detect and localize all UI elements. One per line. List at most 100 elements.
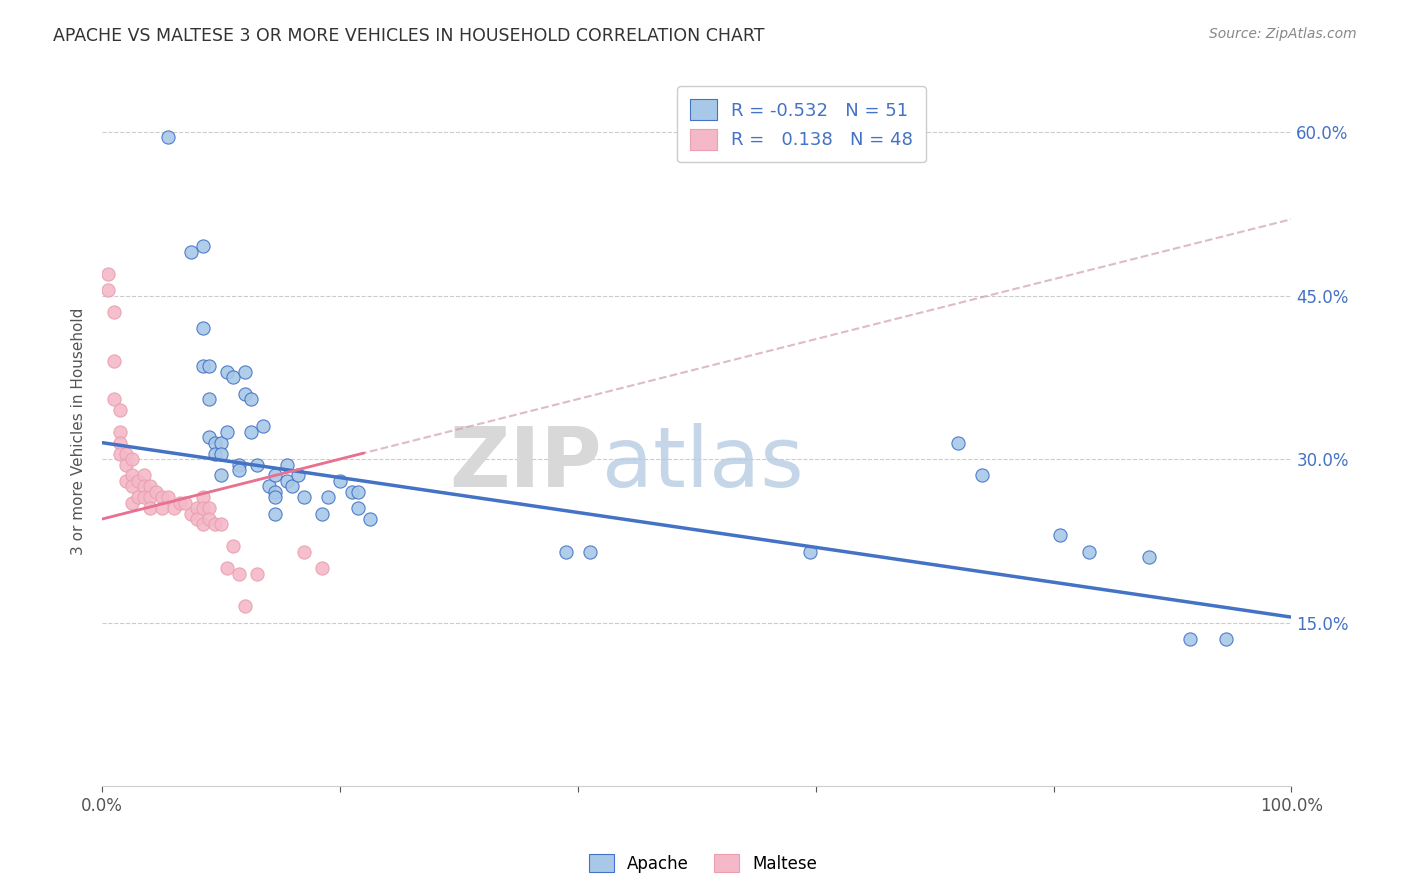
- Point: [252, 419, 274, 434]
- Point: [217, 561, 239, 575]
- Point: [186, 512, 208, 526]
- Point: [1137, 550, 1160, 565]
- Point: [287, 468, 309, 483]
- Point: [340, 484, 363, 499]
- Point: [180, 244, 202, 259]
- Text: APACHE VS MALTESE 3 OR MORE VEHICLES IN HOUSEHOLD CORRELATION CHART: APACHE VS MALTESE 3 OR MORE VEHICLES IN …: [53, 27, 765, 45]
- Point: [329, 474, 352, 488]
- Point: [139, 479, 162, 493]
- Point: [150, 490, 173, 504]
- Point: [228, 463, 250, 477]
- Legend: Apache, Maltese: Apache, Maltese: [582, 847, 824, 880]
- Point: [193, 501, 215, 516]
- Point: [281, 479, 304, 493]
- Point: [169, 496, 191, 510]
- Point: [1049, 528, 1071, 542]
- Point: [115, 474, 138, 488]
- Point: [263, 484, 285, 499]
- Point: [186, 501, 208, 516]
- Point: [263, 490, 285, 504]
- Point: [115, 447, 138, 461]
- Point: [1078, 545, 1101, 559]
- Point: [292, 545, 315, 559]
- Point: [150, 501, 173, 516]
- Point: [222, 539, 245, 553]
- Point: [108, 425, 131, 439]
- Point: [209, 517, 232, 532]
- Point: [217, 365, 239, 379]
- Point: [198, 501, 221, 516]
- Point: [198, 430, 221, 444]
- Point: [246, 566, 269, 581]
- Point: [145, 484, 167, 499]
- Point: [156, 490, 179, 504]
- Point: [121, 496, 143, 510]
- Point: [311, 507, 333, 521]
- Point: [132, 479, 155, 493]
- Point: [311, 561, 333, 575]
- Point: [292, 490, 315, 504]
- Point: [132, 490, 155, 504]
- Point: [127, 490, 149, 504]
- Point: [347, 484, 370, 499]
- Point: [121, 479, 143, 493]
- Point: [121, 468, 143, 483]
- Text: Source: ZipAtlas.com: Source: ZipAtlas.com: [1209, 27, 1357, 41]
- Point: [103, 354, 125, 368]
- Point: [139, 501, 162, 516]
- Point: [156, 130, 179, 145]
- Point: [204, 435, 226, 450]
- Point: [103, 305, 125, 319]
- Y-axis label: 3 or more Vehicles in Household: 3 or more Vehicles in Household: [72, 308, 86, 556]
- Point: [97, 283, 120, 297]
- Point: [799, 545, 821, 559]
- Point: [239, 425, 262, 439]
- Point: [347, 501, 370, 516]
- Point: [1180, 632, 1202, 646]
- Point: [174, 496, 197, 510]
- Point: [193, 239, 215, 253]
- Point: [193, 321, 215, 335]
- Point: [239, 392, 262, 406]
- Point: [103, 392, 125, 406]
- Point: [578, 545, 600, 559]
- Point: [198, 512, 221, 526]
- Point: [209, 468, 232, 483]
- Point: [972, 468, 994, 483]
- Point: [139, 490, 162, 504]
- Point: [121, 452, 143, 467]
- Point: [193, 517, 215, 532]
- Point: [209, 435, 232, 450]
- Point: [108, 447, 131, 461]
- Point: [193, 490, 215, 504]
- Text: atlas: atlas: [602, 423, 803, 504]
- Point: [316, 490, 339, 504]
- Point: [276, 458, 298, 472]
- Point: [108, 435, 131, 450]
- Point: [209, 447, 232, 461]
- Point: [263, 468, 285, 483]
- Point: [257, 479, 280, 493]
- Point: [180, 507, 202, 521]
- Point: [108, 403, 131, 417]
- Point: [246, 458, 269, 472]
- Point: [127, 474, 149, 488]
- Point: [204, 517, 226, 532]
- Point: [198, 359, 221, 374]
- Point: [132, 468, 155, 483]
- Point: [222, 370, 245, 384]
- Point: [263, 507, 285, 521]
- Point: [555, 545, 578, 559]
- Point: [204, 447, 226, 461]
- Point: [162, 501, 184, 516]
- Point: [228, 566, 250, 581]
- Point: [233, 599, 256, 614]
- Point: [359, 512, 381, 526]
- Point: [97, 267, 120, 281]
- Text: ZIP: ZIP: [449, 423, 602, 504]
- Point: [115, 458, 138, 472]
- Point: [233, 365, 256, 379]
- Point: [193, 359, 215, 374]
- Point: [948, 435, 970, 450]
- Point: [217, 425, 239, 439]
